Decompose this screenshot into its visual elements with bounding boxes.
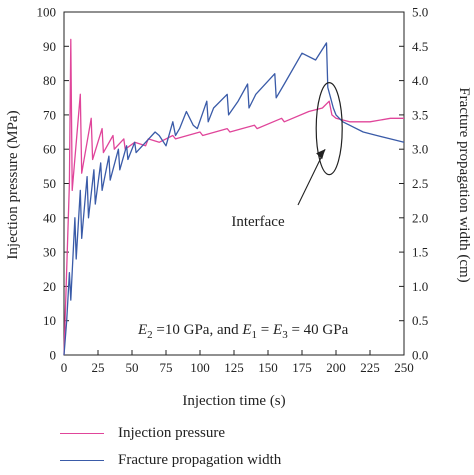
y-right-tick-label: 4.5: [412, 39, 428, 54]
y-right-tick-label: 0.5: [412, 313, 428, 328]
x-axis-label: Injection time (s): [182, 393, 285, 409]
interface-ellipse: [315, 82, 343, 176]
y-right-tick-label: 2.5: [412, 176, 428, 191]
x-tick-label: 175: [292, 360, 312, 375]
ticks-layer: 0 25 50 75 100 125 150 175 200 225 250 0 10 20 30 40 50 6…: [37, 5, 429, 376]
legend-label-pressure: Injection pressure: [118, 425, 226, 441]
y-left-tick-label: 60: [43, 142, 56, 157]
y-left-tick-label: 70: [43, 107, 56, 122]
series-line-fracture-width: [63, 42, 405, 356]
annotation-layer: Interface E2 =10 GPa, and E1 = E3 = 40 GP…: [137, 82, 349, 341]
series-layer: [63, 38, 405, 356]
y-axis-left-label: Injection pressure (MPa): [5, 110, 21, 259]
x-tick-label: 200: [326, 360, 346, 375]
y-left-tick-label: 50: [43, 176, 56, 191]
x-tick-label: 50: [126, 360, 139, 375]
plot-frame: [63, 11, 405, 356]
y-left-tick-label: 0: [50, 348, 57, 363]
y-left-tick-label: 100: [37, 5, 57, 20]
y-axis-right-label: Fracture propagation width (cm): [456, 87, 472, 282]
y-right-tick-label: 3.5: [412, 107, 428, 122]
x-tick-label: 75: [160, 360, 173, 375]
y-left-tick-label: 80: [43, 73, 56, 88]
y-right-tick-label: 5.0: [412, 5, 428, 20]
series-line-injection-pressure: [63, 38, 404, 356]
y-right-tick-label: 4.0: [412, 73, 428, 88]
y-left-tick-label: 40: [43, 210, 56, 225]
y-right-tick-label: 3.0: [412, 142, 428, 157]
legend-swatch-width: [60, 460, 104, 462]
legend-swatch-pressure: [60, 433, 104, 435]
legend-item-pressure: Injection pressure: [60, 425, 225, 442]
x-tick-label: 25: [92, 360, 105, 375]
x-tick-label: 250: [394, 360, 414, 375]
y-left-tick-label: 30: [43, 245, 56, 260]
x-tick-label: 0: [61, 360, 68, 375]
interface-label: Interface: [231, 214, 285, 230]
y-left-tick-label: 90: [43, 39, 56, 54]
dual-axis-line-chart: 0 25 50 75 100 125 150 175 200 225 250 0 10 20 30 40 50 6…: [5, 5, 472, 410]
x-tick-label: 100: [190, 360, 210, 375]
legend-label-width: Fracture propagation width: [118, 452, 282, 468]
y-left-tick-label: 10: [43, 313, 56, 328]
y-right-tick-label: 1.0: [412, 279, 428, 294]
x-tick-label: 225: [360, 360, 380, 375]
y-right-tick-label: 2.0: [412, 210, 428, 225]
y-right-tick-label: 1.5: [412, 245, 428, 260]
y-left-tick-label: 20: [43, 279, 56, 294]
elastic-modulus-condition: E2 =10 GPa, and E1 = E3 = 40 GPa: [137, 322, 349, 341]
legend-item-width: Fracture propagation width: [60, 452, 281, 469]
interface-arrow-head: [316, 149, 326, 160]
x-tick-label: 150: [258, 360, 278, 375]
x-tick-label: 125: [224, 360, 244, 375]
interface-arrow-line: [297, 148, 326, 206]
y-right-tick-label: 0.0: [412, 348, 428, 363]
